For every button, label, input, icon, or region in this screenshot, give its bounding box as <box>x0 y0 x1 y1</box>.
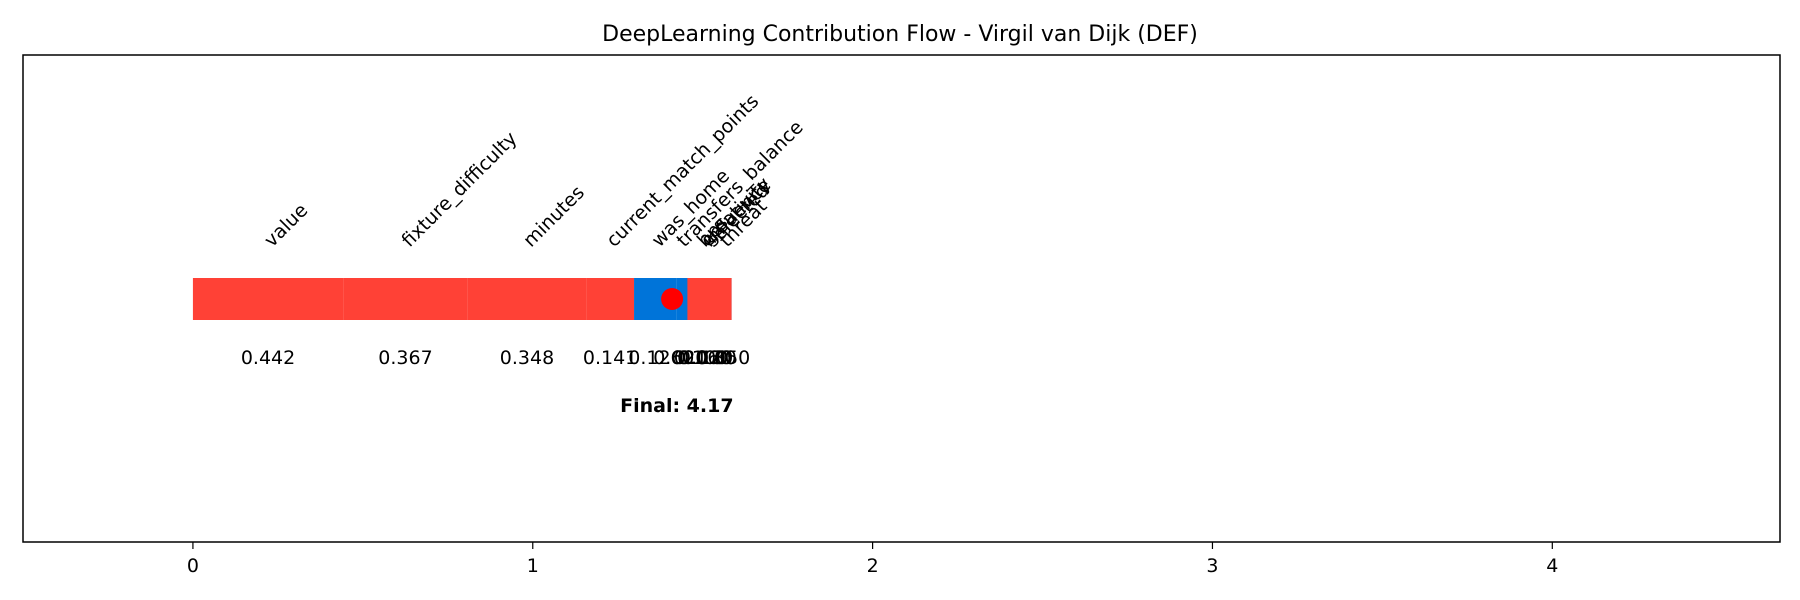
x-axis: 0 1 2 3 4 <box>187 542 1558 577</box>
plot-area-frame <box>22 54 1781 543</box>
bars-layer <box>192 278 732 320</box>
bar-segment-selected <box>687 278 732 320</box>
bar-segment-fixture-difficulty <box>343 278 468 320</box>
bar-segment-value <box>192 278 344 320</box>
chart-title: DeepLearning Contribution Flow - Virgil … <box>602 22 1198 47</box>
x-tick-label: 0 <box>187 555 199 577</box>
feature-label-minutes: minutes <box>519 182 589 252</box>
value-label-creativity: 0.060 <box>677 347 731 369</box>
bar-segment-current-match-points <box>586 278 635 320</box>
value-label-threat: 0.050 <box>696 347 750 369</box>
labels-layer: value 0.442 fixture_difficulty 0.367 minutes… <box>241 90 808 369</box>
x-tick-label: 2 <box>867 555 879 577</box>
x-tick-label: 1 <box>527 555 539 577</box>
value-label-transfers-balance: 0.021 <box>653 347 707 369</box>
feature-label-value: value <box>260 199 312 251</box>
feature-label-fixture-difficulty: fixture_difficulty <box>397 127 521 251</box>
final-marker-dot <box>661 288 684 310</box>
x-tick-label: 4 <box>1546 555 1558 577</box>
value-label-fixture-difficulty: 0.367 <box>378 347 432 369</box>
x-tick-label: 3 <box>1206 555 1218 577</box>
bar-segment-minutes <box>467 278 587 320</box>
value-label-influence: 0.070 <box>679 347 733 369</box>
value-label-value: 0.442 <box>241 347 295 369</box>
value-label-bps: 0.100 <box>674 347 728 369</box>
final-score-label: Final: 4.17 <box>620 395 733 417</box>
value-label-minutes: 0.348 <box>500 347 554 369</box>
value-label-was-home: 0.126 <box>628 347 682 369</box>
value-label-selected: 0.130 <box>682 347 736 369</box>
value-label-current-match-points: 0.141 <box>583 347 637 369</box>
